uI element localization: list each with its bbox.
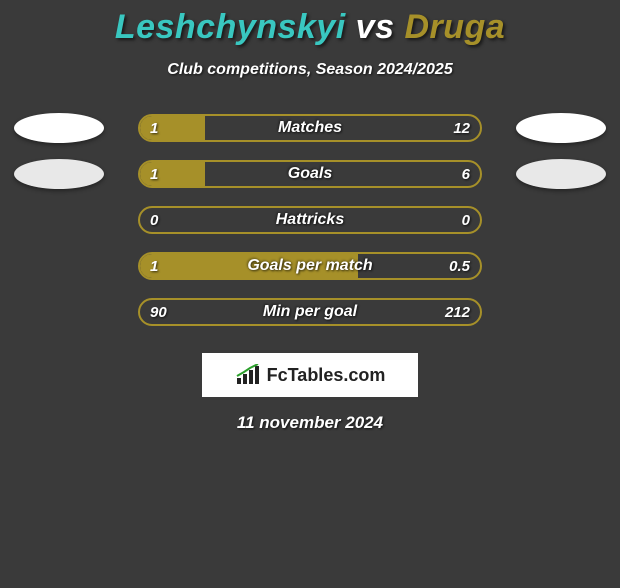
avatar-right	[516, 113, 606, 143]
stat-row: 10.5Goals per match	[0, 243, 620, 289]
stat-value-right: 12	[453, 116, 470, 140]
title-player2: Druga	[404, 8, 505, 46]
title-vs: vs	[356, 8, 395, 46]
stat-row: 112Matches	[0, 105, 620, 151]
stat-label: Hattricks	[140, 208, 480, 232]
stat-row: 16Goals	[0, 151, 620, 197]
avatar-right	[516, 159, 606, 189]
stat-value-right: 0.5	[449, 254, 470, 278]
avatar-left	[14, 113, 104, 143]
logo-box: FcTables.com	[202, 353, 418, 397]
bar-fill	[140, 162, 205, 186]
stat-label: Min per goal	[140, 300, 480, 324]
logo-text: FcTables.com	[267, 365, 386, 386]
bar-track: 90 212Min per goal	[138, 298, 482, 326]
stat-row: 90 212Min per goal	[0, 289, 620, 335]
footer-date: 11 november 2024	[0, 413, 620, 433]
bar-track: 10.5Goals per match	[138, 252, 482, 280]
subtitle: Club competitions, Season 2024/2025	[0, 61, 620, 79]
stat-row: 0 0Hattricks	[0, 197, 620, 243]
stat-value-left: 0	[150, 208, 158, 232]
bar-track: 0 0Hattricks	[138, 206, 482, 234]
bar-fill	[140, 254, 358, 278]
title-player1: Leshchynskyi	[115, 8, 346, 46]
page-title: Leshchynskyi vs Druga	[0, 8, 620, 47]
bar-chart-icon	[235, 364, 261, 386]
stat-value-left: 90	[150, 300, 167, 324]
comparison-chart: 112Matches 16Goals 0 0Hattricks 10.5Goals pe…	[0, 105, 620, 335]
stat-value-right: 0	[462, 208, 470, 232]
bar-track: 16Goals	[138, 160, 482, 188]
stat-value-right: 212	[445, 300, 470, 324]
avatar-left	[14, 159, 104, 189]
bar-track: 112Matches	[138, 114, 482, 142]
stat-value-right: 6	[462, 162, 470, 186]
bar-fill	[140, 116, 205, 140]
